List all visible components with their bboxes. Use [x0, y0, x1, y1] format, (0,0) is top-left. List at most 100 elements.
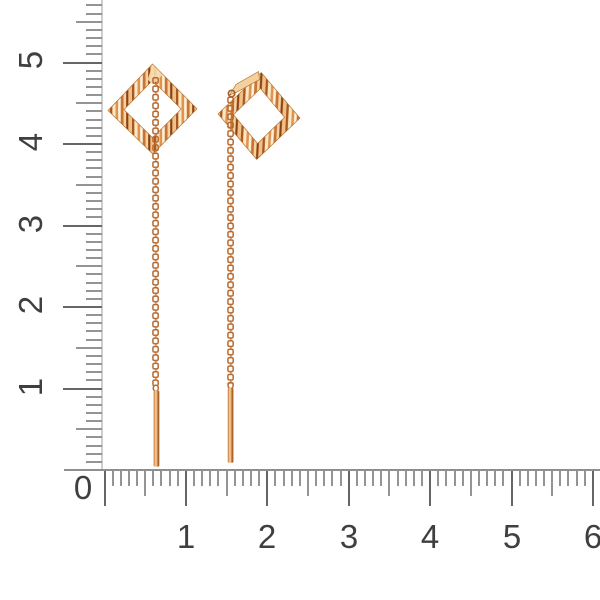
ruler-tick	[176, 471, 179, 487]
ruler-tick	[111, 471, 114, 487]
ruler-tick	[437, 471, 440, 487]
ruler-tick	[85, 322, 102, 325]
ruler-tick	[396, 471, 399, 487]
ruler-tick	[62, 387, 102, 390]
ruler-tick	[591, 471, 594, 507]
ruler-horizontal-edge	[64, 469, 600, 472]
ruler-tick	[85, 371, 102, 374]
ruler-tick	[85, 175, 102, 178]
ruler-tick	[85, 200, 102, 203]
ruler-tick	[404, 471, 407, 487]
ruler-horizontal-label-1: 1	[176, 518, 196, 555]
ruler-tick	[85, 4, 102, 7]
ruler-tick	[85, 289, 102, 292]
ruler-tick	[62, 224, 102, 227]
ruler-tick	[282, 471, 285, 487]
ruler-tick	[339, 471, 342, 487]
ruler-tick	[152, 471, 155, 487]
ruler-tick	[315, 471, 318, 487]
ruler-tick	[85, 240, 102, 243]
ruler-tick	[85, 216, 102, 219]
ruler-tick	[526, 471, 529, 487]
ruler-tick	[85, 403, 102, 406]
ruler-tick	[85, 248, 102, 251]
ruler-tick	[567, 471, 570, 487]
ruler-tick	[363, 471, 366, 487]
ruler-tick	[298, 471, 301, 487]
ruler-tick	[510, 471, 513, 507]
ruler-tick	[85, 452, 102, 455]
ruler-tick	[85, 45, 102, 48]
ruler-tick	[518, 471, 521, 487]
ruler-tick	[347, 471, 350, 507]
ruler-horizontal-label-6: 6	[583, 518, 600, 555]
ruler-tick	[388, 471, 391, 497]
earring-left-chain	[151, 77, 160, 386]
ruler-tick	[85, 257, 102, 260]
ruler-tick	[250, 471, 253, 487]
ruler-tick	[266, 471, 269, 507]
earring-right-bar	[227, 387, 234, 463]
ruler-tick	[85, 159, 102, 162]
ruler-tick	[372, 471, 375, 487]
ruler-tick	[420, 471, 423, 487]
ruler-tick	[445, 471, 448, 487]
ruler-tick	[75, 346, 102, 349]
ruler-tick	[119, 471, 122, 487]
ruler-tick	[85, 118, 102, 121]
ruler-tick	[85, 460, 102, 463]
ruler-tick	[331, 471, 334, 487]
ruler-tick	[201, 471, 204, 487]
ruler-tick	[85, 297, 102, 300]
ruler-tick	[75, 183, 102, 186]
ruler-tick	[127, 471, 130, 487]
ruler-tick	[85, 134, 102, 137]
ruler-horizontal-label-4: 4	[420, 518, 440, 555]
ruler-tick	[168, 471, 171, 487]
ruler-tick	[551, 471, 554, 497]
ruler-tick	[323, 471, 326, 487]
ruler-horizontal-label-2: 2	[257, 518, 277, 555]
ruler-tick	[85, 411, 102, 414]
ruler-horizontal-label-3: 3	[339, 518, 359, 555]
ruler-tick	[85, 363, 102, 366]
ruler-tick	[575, 471, 578, 487]
ruler-tick	[85, 167, 102, 170]
ruler-tick	[85, 191, 102, 194]
ruler-tick	[144, 471, 147, 497]
ruler-tick	[85, 69, 102, 72]
ruler-tick	[543, 471, 546, 487]
ruler-tick	[85, 281, 102, 284]
ruler-tick	[85, 151, 102, 154]
earring-left-image	[107, 63, 198, 467]
ruler-tick	[85, 94, 102, 97]
ruler-tick	[274, 471, 277, 487]
ruler-tick	[85, 395, 102, 398]
ruler-tick	[85, 444, 102, 447]
ruler-tick	[85, 77, 102, 80]
ruler-tick	[85, 379, 102, 382]
ruler-tick	[160, 471, 163, 487]
ruler-tick	[307, 471, 309, 497]
ruler-tick	[85, 12, 102, 15]
ruler-tick	[583, 471, 586, 487]
ruler-tick	[534, 471, 537, 487]
ruler-tick	[502, 471, 505, 487]
earring-right-image	[217, 70, 301, 463]
ruler-tick	[62, 61, 102, 64]
ruler-tick	[193, 471, 196, 487]
ruler-tick	[103, 471, 106, 507]
ruler-tick	[429, 471, 432, 507]
ruler-tick	[217, 471, 220, 487]
ruler-tick	[62, 306, 102, 308]
ruler-tick	[85, 126, 102, 129]
ruler-tick	[85, 436, 102, 439]
ruler-tick	[85, 232, 102, 235]
ruler-tick	[85, 338, 102, 341]
ruler-tick	[209, 471, 212, 487]
ruler-tick	[469, 471, 472, 497]
ruler-tick	[290, 471, 293, 487]
ruler-tick	[85, 28, 102, 31]
earring-left-bar	[153, 390, 160, 467]
